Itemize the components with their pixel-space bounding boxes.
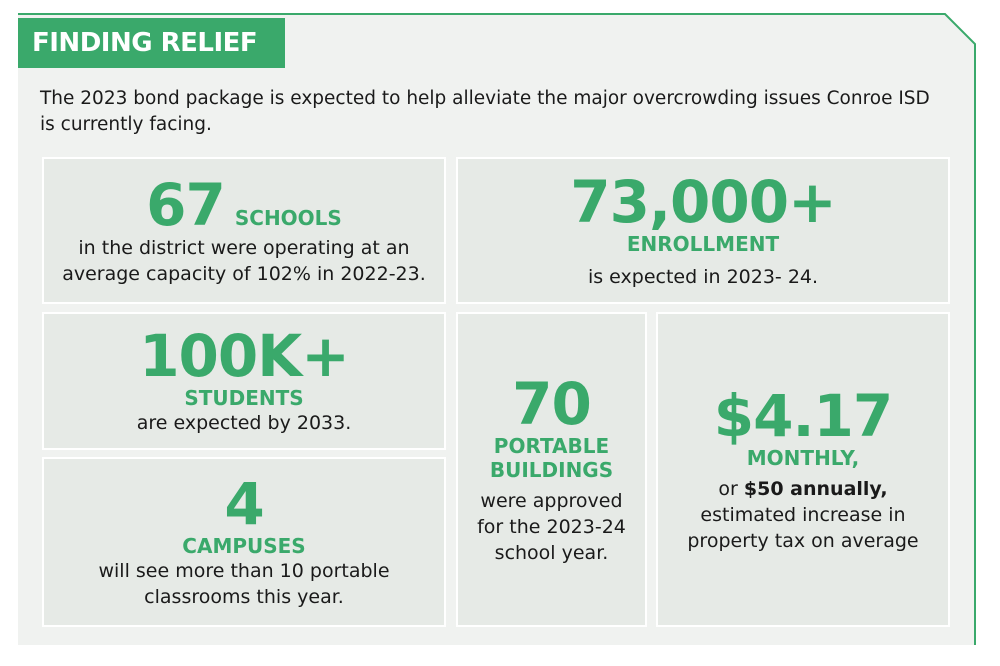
stat-card: $4.17 MONTHLY, or $50 annually, estimate… — [656, 312, 950, 627]
stat-label: MONTHLY, — [746, 445, 860, 470]
stat-card: 73,000+ ENROLLMENT is expected in 2023- … — [456, 157, 950, 304]
stat-number: 73,000+ — [570, 167, 836, 236]
stat-description: were approved for the 2023-24 school yea… — [477, 489, 626, 564]
stat-number: $4.17 — [713, 381, 893, 450]
stat-number: 100K+ — [139, 322, 350, 390]
stat-description-prefix: or — [718, 477, 738, 500]
stat-description: will see more than 10 portable classroom… — [98, 560, 390, 608]
stat-description: are expected by 2033. — [136, 412, 352, 434]
stat-number: 4 — [224, 470, 264, 538]
stat-description: in the district were operating at an ave… — [62, 236, 426, 285]
intro-text: The 2023 bond package is expected to hel… — [40, 88, 930, 135]
stat-description: estimated increase in property tax on av… — [687, 503, 919, 552]
stat-card: 67 SCHOOLS in the district were operating… — [42, 157, 446, 304]
stat-card: 70 PORTABLE BUILDINGS were approved for … — [456, 312, 647, 627]
stat-card: 4 CAMPUSES will see more than 10 portabl… — [42, 457, 446, 627]
stat-label: ENROLLMENT — [626, 231, 780, 256]
stat-label: CAMPUSES — [182, 534, 306, 558]
stat-label: STUDENTS — [184, 386, 304, 410]
title: FINDING RELIEF — [18, 18, 285, 68]
stat-label: SCHOOLS — [234, 205, 342, 230]
stat-number: 67 — [146, 170, 226, 239]
stat-description: is expected in 2023- 24. — [587, 265, 819, 288]
stat-number: 70 — [512, 369, 592, 438]
stat-label: PORTABLE BUILDINGS — [489, 433, 614, 482]
stat-card: 100K+ STUDENTS are expected by 2033. — [42, 312, 446, 450]
stat-description-lead: or $50 annually, — [718, 476, 887, 502]
stat-description-bold: $50 annually, — [743, 477, 888, 500]
